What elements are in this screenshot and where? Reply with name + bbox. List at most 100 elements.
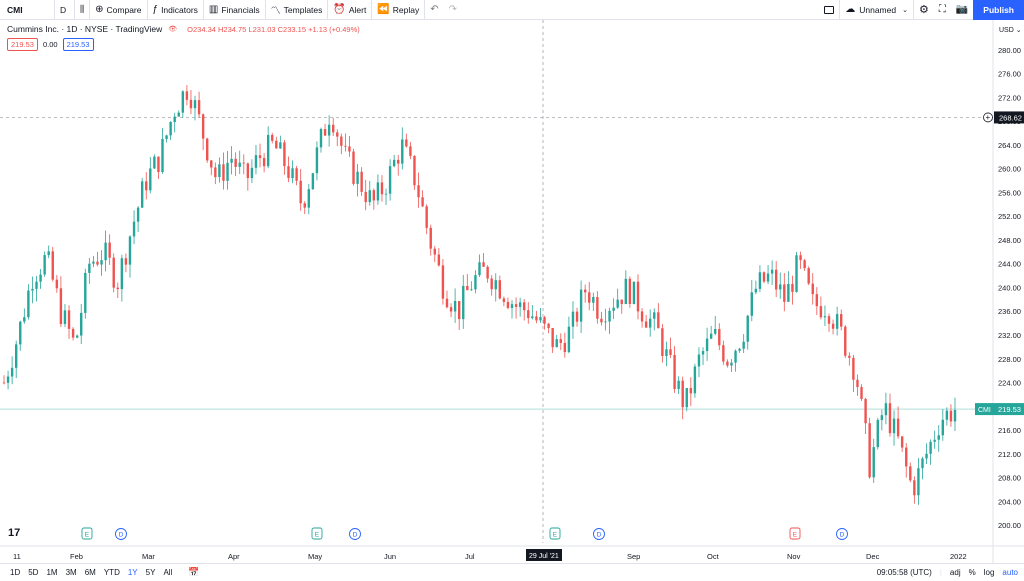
candle-body[interactable] xyxy=(612,307,615,311)
candle-body[interactable] xyxy=(628,278,632,305)
candle-body[interactable] xyxy=(319,129,323,148)
candle-body[interactable] xyxy=(596,297,599,319)
candle-body[interactable] xyxy=(880,415,884,420)
screenshot-button[interactable]: 📷 xyxy=(951,0,973,20)
candle-body[interactable] xyxy=(714,329,717,334)
candle-body[interactable] xyxy=(726,361,729,366)
candle-body[interactable] xyxy=(71,328,75,338)
candle-body[interactable] xyxy=(892,418,896,434)
candle-body[interactable] xyxy=(583,289,587,293)
chart-style-button[interactable]: ⫼ xyxy=(75,0,91,20)
compare-button[interactable]: ⊕ Compare xyxy=(90,0,148,20)
visibility-eye-icon[interactable]: 👁 xyxy=(168,26,178,33)
candle-body[interactable] xyxy=(555,339,558,348)
candle-body[interactable] xyxy=(766,273,770,282)
candle-body[interactable] xyxy=(884,403,888,416)
candle-body[interactable] xyxy=(364,191,367,203)
candle-body[interactable] xyxy=(425,206,428,228)
candle-body[interactable] xyxy=(535,316,538,321)
dividend-marker[interactable] xyxy=(836,528,848,540)
candle-body[interactable] xyxy=(636,281,640,312)
candle-body[interactable] xyxy=(718,329,721,346)
candle-body[interactable] xyxy=(876,419,879,448)
candle-body[interactable] xyxy=(738,348,741,351)
candle-body[interactable] xyxy=(84,272,87,313)
candle-body[interactable] xyxy=(59,288,63,325)
candle-body[interactable] xyxy=(689,388,693,394)
candle-body[interactable] xyxy=(567,326,571,353)
alert-button[interactable]: ⏰ Alert xyxy=(328,0,373,20)
candle-body[interactable] xyxy=(291,168,294,179)
candle-body[interactable] xyxy=(250,167,254,179)
candle-body[interactable] xyxy=(937,435,940,440)
earnings-marker[interactable] xyxy=(789,527,801,540)
range-button-ytd[interactable]: YTD xyxy=(103,568,120,577)
candle-body[interactable] xyxy=(197,100,201,115)
candle-body[interactable] xyxy=(397,159,400,164)
candle-body[interactable] xyxy=(206,138,209,161)
candle-body[interactable] xyxy=(644,321,648,328)
candle-body[interactable] xyxy=(925,453,928,459)
candle-body[interactable] xyxy=(888,403,892,434)
range-button-all[interactable]: All xyxy=(163,568,173,577)
candle-body[interactable] xyxy=(185,91,189,100)
candle-body[interactable] xyxy=(835,314,839,329)
candle-body[interactable] xyxy=(807,268,810,284)
candle-body[interactable] xyxy=(368,190,371,203)
candle-body[interactable] xyxy=(730,362,733,366)
candle-body[interactable] xyxy=(112,257,115,288)
candle-body[interactable] xyxy=(417,185,420,198)
candle-body[interactable] xyxy=(392,159,396,167)
candle-body[interactable] xyxy=(770,269,774,274)
candle-body[interactable] xyxy=(510,304,514,308)
candle-body[interactable] xyxy=(823,316,827,318)
candle-body[interactable] xyxy=(356,171,359,184)
candle-body[interactable] xyxy=(266,134,270,167)
candle-body[interactable] xyxy=(762,272,766,282)
candle-body[interactable] xyxy=(181,91,185,113)
candle-body[interactable] xyxy=(214,167,217,178)
candle-body[interactable] xyxy=(124,258,128,265)
candle-body[interactable] xyxy=(474,275,477,290)
candle-body[interactable] xyxy=(258,155,262,158)
candle-body[interactable] xyxy=(136,207,140,222)
candle-body[interactable] xyxy=(437,254,441,266)
candle-body[interactable] xyxy=(315,147,319,174)
earnings-marker[interactable] xyxy=(311,527,323,540)
range-button-6m[interactable]: 6M xyxy=(84,568,96,577)
candle-body[interactable] xyxy=(592,297,595,303)
candle-body[interactable] xyxy=(173,116,176,122)
candle-body[interactable] xyxy=(559,339,562,343)
auto-toggle[interactable]: auto xyxy=(1002,568,1018,577)
candle-body[interactable] xyxy=(774,269,778,290)
candle-body[interactable] xyxy=(116,287,119,290)
candle-body[interactable] xyxy=(588,292,591,303)
candle-body[interactable] xyxy=(429,227,432,249)
candle-body[interactable] xyxy=(210,160,213,168)
candle-body[interactable] xyxy=(457,300,461,320)
candle-body[interactable] xyxy=(352,151,355,184)
candle-body[interactable] xyxy=(677,380,680,389)
candle-body[interactable] xyxy=(917,468,920,496)
candle-body[interactable] xyxy=(283,142,286,167)
candle-body[interactable] xyxy=(234,158,237,167)
candle-body[interactable] xyxy=(462,286,465,320)
candle-body[interactable] xyxy=(31,288,34,291)
candle-body[interactable] xyxy=(262,157,266,167)
candle-body[interactable] xyxy=(449,307,453,312)
candle-body[interactable] xyxy=(39,274,42,282)
candle-body[interactable] xyxy=(470,289,473,291)
candle-body[interactable] xyxy=(169,121,172,136)
candle-body[interactable] xyxy=(563,342,567,353)
candle-body[interactable] xyxy=(287,166,290,179)
candle-body[interactable] xyxy=(153,156,156,169)
undo-button[interactable]: ↶ xyxy=(425,0,443,20)
candle-body[interactable] xyxy=(750,292,753,316)
candle-body[interactable] xyxy=(307,189,311,208)
range-button-5d[interactable]: 5D xyxy=(28,568,39,577)
candle-body[interactable] xyxy=(376,182,380,201)
candle-body[interactable] xyxy=(132,221,136,237)
candle-body[interactable] xyxy=(441,265,445,299)
candle-body[interactable] xyxy=(35,281,38,289)
candle-body[interactable] xyxy=(827,316,831,324)
